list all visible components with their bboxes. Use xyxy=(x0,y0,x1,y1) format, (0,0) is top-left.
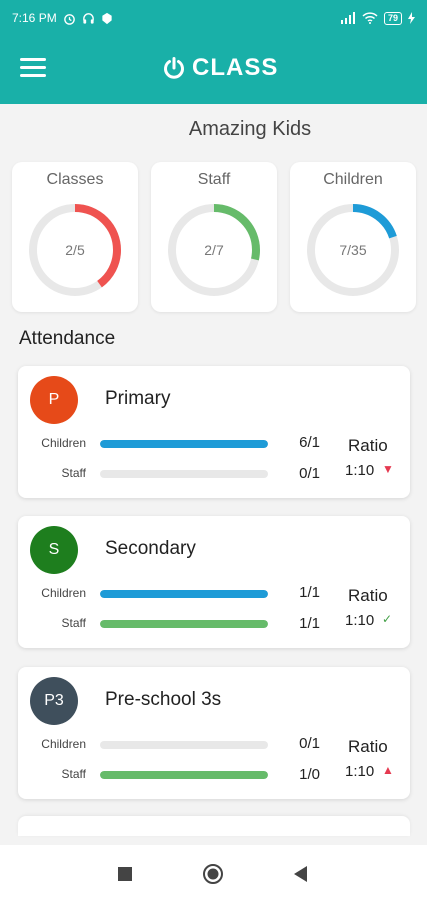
children-label: Children xyxy=(41,586,86,600)
wifi-icon xyxy=(362,12,378,24)
home-icon[interactable] xyxy=(201,862,225,886)
menu-icon[interactable] xyxy=(20,58,46,80)
children-progress-bar xyxy=(100,440,268,448)
children-stat-card[interactable]: Children 7/35 xyxy=(290,162,416,312)
staff-progress-ring: 2/7 xyxy=(168,204,260,296)
staff-stat-card[interactable]: Staff 2/7 xyxy=(151,162,277,312)
stat-label: Staff xyxy=(197,171,231,188)
brand-name: CLASS xyxy=(192,54,279,81)
staff-count: 0/1 xyxy=(299,465,320,482)
ratio-title: Ratio xyxy=(348,737,388,756)
headset-icon xyxy=(82,12,94,24)
classes-stat-card[interactable]: Classes 2/5 xyxy=(12,162,138,312)
avatar: S xyxy=(30,526,78,574)
children-label: Children xyxy=(41,737,86,751)
staff-progress-bar xyxy=(100,620,268,628)
status-bar: 7:16 PM 79 xyxy=(0,0,427,36)
staff-progress-bar xyxy=(100,771,268,779)
ratio-value: 1:10 xyxy=(345,612,375,629)
class-card-preschool-3s[interactable]: P3 Pre-school 3s Children 0/1 Staff 1/0 … xyxy=(18,667,410,799)
children-progress-bar xyxy=(100,741,268,749)
children-progress-bar xyxy=(100,590,268,598)
avatar: P3 xyxy=(30,677,78,725)
ratio-value: 1:10 xyxy=(345,462,375,479)
class-card-secondary[interactable]: S Secondary Children 1/1 Staff 1/1 Ratio… xyxy=(18,516,410,648)
staff-progress-bar xyxy=(100,470,268,478)
system-nav-bar xyxy=(0,845,427,900)
staff-label: Staff xyxy=(61,616,86,630)
battery-indicator: 79 xyxy=(383,11,402,25)
back-icon[interactable] xyxy=(289,862,313,886)
stat-value: 7/35 xyxy=(339,242,366,258)
power-icon xyxy=(164,57,184,79)
staff-label: Staff xyxy=(61,767,86,781)
staff-count: 1/1 xyxy=(299,615,320,632)
progress-arc xyxy=(29,204,121,296)
class-name: Secondary xyxy=(105,538,196,559)
attendance-title: Attendance xyxy=(19,328,116,349)
stat-label: Classes xyxy=(46,171,104,188)
location-icon xyxy=(102,12,112,24)
alarm-icon xyxy=(63,13,75,25)
stat-value: 2/7 xyxy=(204,242,224,258)
progress-arc xyxy=(168,204,260,296)
class-card-partial[interactable] xyxy=(18,816,410,836)
children-label: Children xyxy=(41,436,86,450)
app-bar: CLASS xyxy=(0,36,427,104)
class-name: Primary xyxy=(105,388,171,409)
ratio-down-icon: ▼ xyxy=(382,462,394,476)
avatar: P xyxy=(30,376,78,424)
children-count: 0/1 xyxy=(299,735,320,752)
staff-label: Staff xyxy=(61,466,86,480)
children-count: 6/1 xyxy=(299,434,320,451)
class-name: Pre-school 3s xyxy=(105,689,222,710)
children-progress-ring: 7/35 xyxy=(307,204,399,296)
recent-apps-icon[interactable] xyxy=(113,862,137,886)
school-name: Amazing Kids xyxy=(188,118,312,140)
ratio-title: Ratio xyxy=(348,586,388,605)
class-card-primary[interactable]: P Primary Children 6/1 Staff 0/1 Ratio 1… xyxy=(18,366,410,498)
ratio-up-icon: ▲ xyxy=(382,763,394,777)
brand-logo: CLASS xyxy=(162,54,278,82)
status-time: 7:16 PM xyxy=(12,11,57,25)
children-count: 1/1 xyxy=(299,584,320,601)
signal-icon xyxy=(340,12,355,24)
staff-count: 1/0 xyxy=(299,766,320,783)
stat-label: Children xyxy=(323,171,383,188)
ratio-title: Ratio xyxy=(348,436,388,455)
progress-arc xyxy=(307,204,399,296)
classes-progress-ring: 2/5 xyxy=(29,204,121,296)
check-icon: ✓ xyxy=(382,612,393,626)
ratio-value: 1:10 xyxy=(345,763,375,780)
charging-icon xyxy=(408,12,415,24)
stat-value: 2/5 xyxy=(65,242,85,258)
